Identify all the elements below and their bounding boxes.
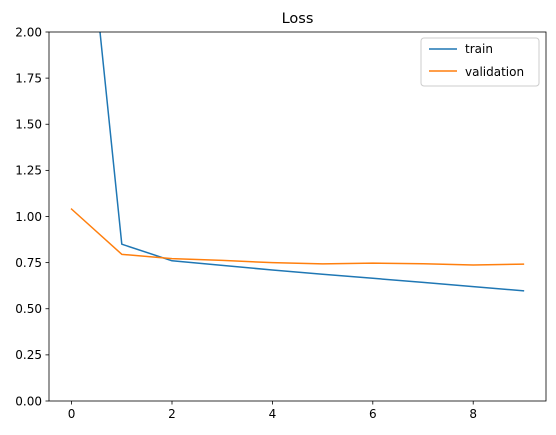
y-tick-label: 0.00: [15, 394, 42, 408]
y-tick-label: 1.25: [15, 164, 42, 178]
y-tick-label: 1.00: [15, 210, 42, 224]
y-tick-label: 0.75: [15, 256, 42, 270]
legend-label-train: train: [465, 42, 493, 56]
axis-ticks: 0 2 4 6 8 0.00 0.25 0.50 0.75 1.00 1.25 1.50 1.75 2.0…: [15, 25, 477, 421]
x-tick-label: 6: [369, 407, 377, 421]
y-tick-label: 0.50: [15, 302, 42, 316]
legend-label-validation: validation: [465, 65, 524, 79]
legend-box: [420, 37, 540, 87]
series-line-train: [99, 32, 525, 292]
series-line-validation: [70, 208, 525, 266]
y-tick-label: 1.75: [15, 71, 42, 85]
y-tick-label: 2.00: [15, 25, 42, 39]
y-tick-label: 1.50: [15, 118, 42, 132]
legend: train validation: [420, 37, 540, 87]
plot-lines: [70, 32, 525, 292]
x-tick-label: 8: [469, 407, 477, 421]
plot-frame: [48, 31, 547, 402]
x-tick-label: 0: [68, 407, 76, 421]
chart-title: Loss: [282, 11, 314, 27]
x-tick-label: 4: [269, 407, 277, 421]
x-tick-label: 2: [168, 407, 176, 421]
y-tick-label: 0.25: [15, 348, 42, 362]
